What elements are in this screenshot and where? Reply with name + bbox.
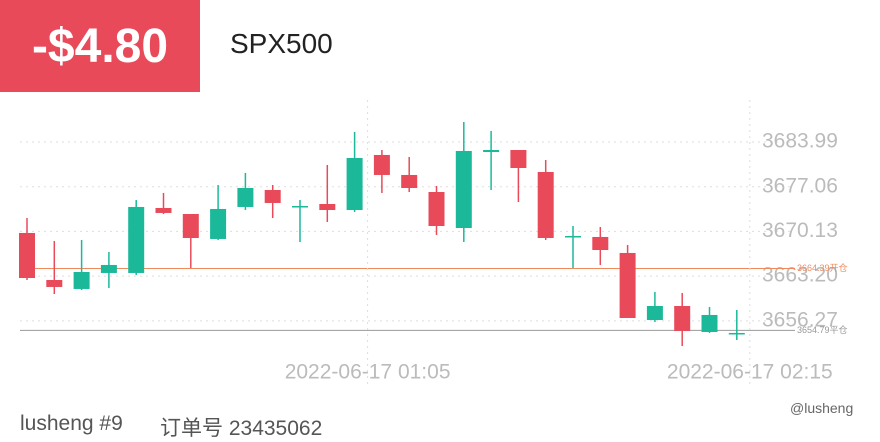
candle-body bbox=[73, 272, 90, 289]
position-line-label: 3654.79平仓 bbox=[797, 324, 848, 335]
candle-body bbox=[428, 192, 445, 226]
candle-body bbox=[373, 154, 390, 175]
candle-body bbox=[19, 232, 35, 278]
account: lusheng #9 bbox=[20, 412, 123, 435]
candle-body bbox=[46, 280, 63, 287]
pnl-badge: -$4.80 bbox=[0, 0, 200, 92]
watermark: @lusheng bbox=[790, 400, 854, 416]
y-tick-label: 3677.06 bbox=[762, 174, 838, 197]
candle-body bbox=[483, 150, 500, 152]
x-tick-label: 2022-06-17 01:05 bbox=[285, 361, 451, 384]
candle-body bbox=[619, 252, 636, 318]
y-tick-label: 3656.27 bbox=[762, 308, 838, 331]
candle-body bbox=[592, 236, 609, 250]
candle-body bbox=[128, 206, 145, 273]
candle-body bbox=[292, 206, 308, 208]
symbol: SPX500 bbox=[230, 28, 333, 59]
position-line-label: 3664.39开仓 bbox=[797, 262, 848, 273]
candle-body bbox=[264, 190, 281, 203]
candle-body bbox=[100, 264, 117, 273]
candle-body bbox=[155, 208, 172, 213]
candle-body bbox=[510, 150, 527, 168]
candle-body bbox=[701, 314, 718, 332]
candle-body bbox=[537, 172, 554, 238]
order-number: 订单号 23435062 bbox=[160, 417, 323, 440]
x-tick-label: 2022-06-17 02:15 bbox=[667, 361, 833, 384]
y-tick-label: 3683.99 bbox=[762, 130, 838, 153]
candle-body bbox=[646, 306, 663, 320]
candle-body bbox=[455, 150, 472, 228]
candle-body bbox=[210, 208, 227, 239]
candle-body bbox=[346, 158, 363, 210]
y-tick-label: 3670.13 bbox=[762, 219, 838, 242]
candle-body bbox=[182, 214, 199, 238]
y-tick-label: 3663.20 bbox=[762, 264, 838, 287]
candle-body bbox=[728, 332, 745, 335]
candle-body bbox=[565, 236, 581, 238]
candle-body bbox=[237, 188, 254, 207]
candle-body bbox=[319, 204, 336, 210]
chart: 3656.27 3663.20 3670.13 3677.06 3683.99 3664.… bbox=[19, 100, 848, 385]
candle-body bbox=[674, 306, 691, 331]
candle-body bbox=[401, 174, 418, 188]
